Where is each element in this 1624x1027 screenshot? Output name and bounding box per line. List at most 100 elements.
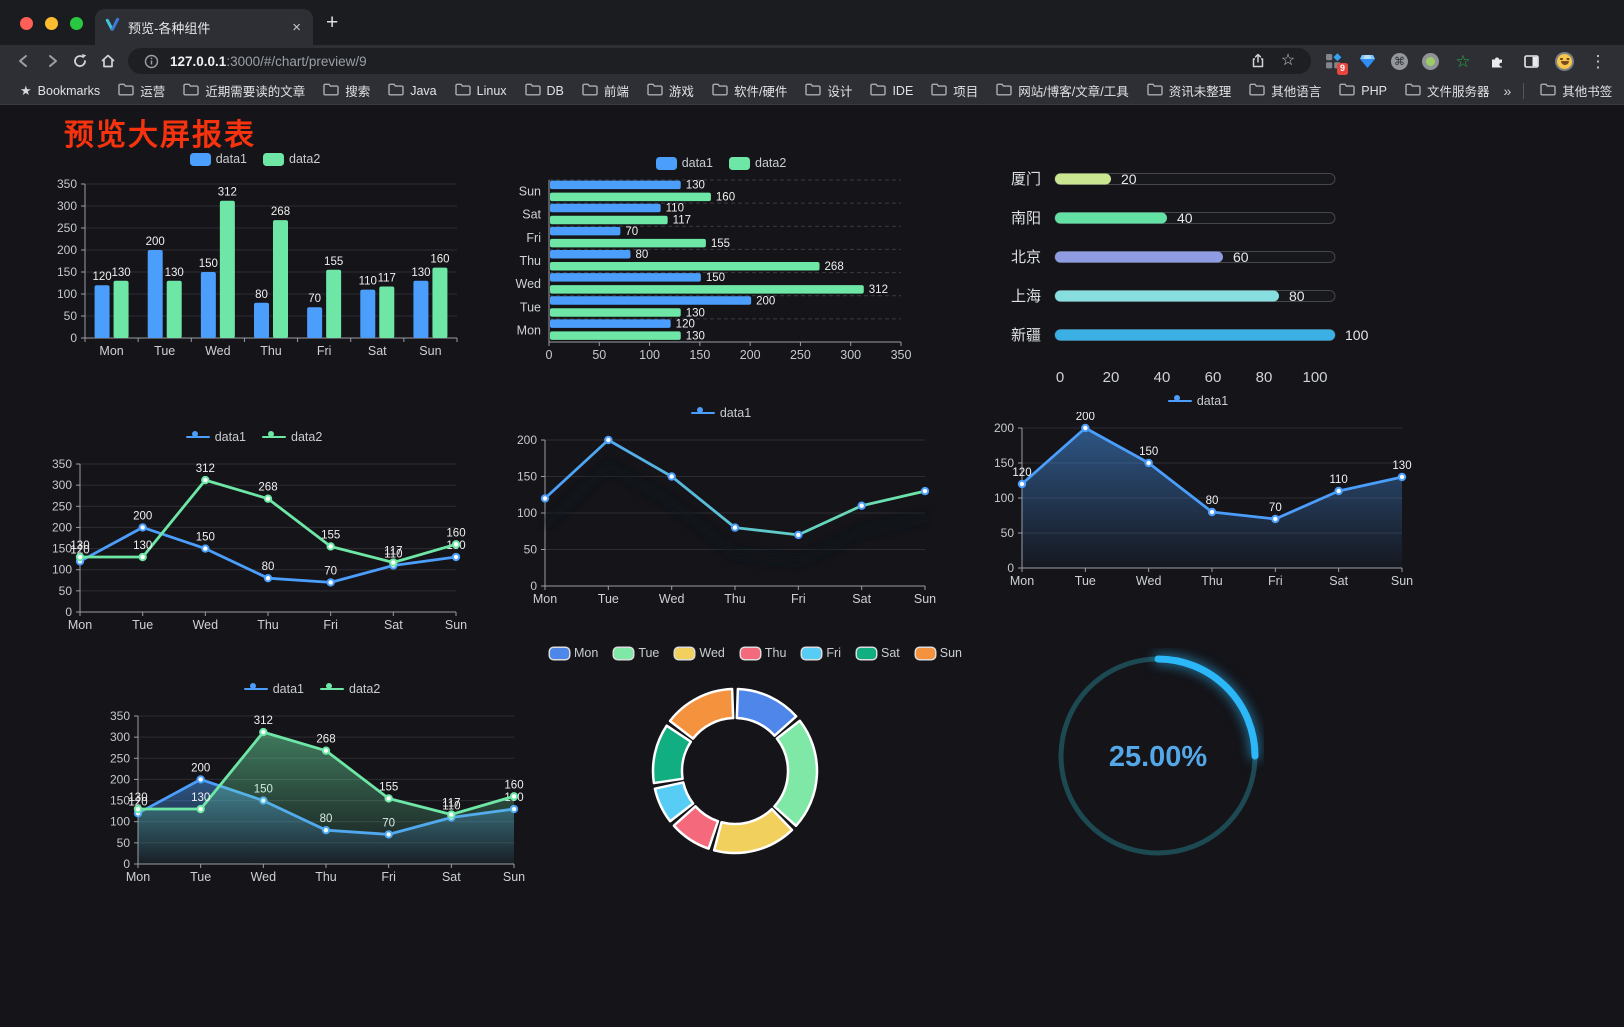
bookmark-item[interactable]: 游戏 [639,78,702,103]
chart-grouped-bar-horizontal: data1 data2 0 50 100 150 200 250 300 350 Sun 130 160… [505,152,937,368]
close-window-button[interactable] [20,17,33,30]
svg-text:Fri: Fri [381,870,396,884]
reload-icon[interactable] [66,47,94,75]
menu-icon[interactable]: ⋮ [1589,51,1607,71]
bookmark-star-icon[interactable]: ☆ [1280,52,1296,69]
forward-icon[interactable] [38,47,66,75]
minimize-window-button[interactable] [45,17,58,30]
bookmark-label: Linux [476,83,507,98]
legend-item-Sat[interactable]: Sat [857,646,900,660]
legend-item-Tue[interactable]: Tue [614,646,659,660]
bookmark-item[interactable]: 设计 [797,78,860,103]
svg-text:130: 130 [686,307,705,319]
legend-item-Mon[interactable]: Mon [549,646,598,660]
bookmarks-overflow-chevron[interactable]: » [1503,82,1512,99]
bookmark-label: 其他语言 [1271,85,1322,99]
url-text[interactable]: 127.0.0.1:3000/#/chart/preview/9 [170,54,1239,69]
legend-item-data1[interactable]: data1 [1167,394,1228,408]
legend-label: data2 [289,152,321,166]
svg-text:80: 80 [1289,288,1305,304]
bookmark-item[interactable]: 资讯未整理 [1139,78,1240,103]
legend-item-Wed[interactable]: Wed [675,646,725,660]
legend-item-data1[interactable]: data1 [655,156,713,170]
svg-text:Sun: Sun [503,870,525,884]
legend-item-data2[interactable]: data2 [262,430,322,444]
chart-canvas-area-single[interactable]: 0 50 100 150 200 Mon Tue Wed Thu Fri Sat Sun 120 200 1… [982,412,1414,594]
svg-text:117: 117 [673,215,691,227]
share-icon[interactable] [1247,50,1269,72]
bookmark-item[interactable]: Java [380,80,444,102]
legend-label: data1 [215,152,247,166]
browser-tab[interactable]: 预览-各种组件 × [95,9,313,45]
back-icon[interactable] [10,47,38,75]
chart-canvas-line-gradient[interactable]: 0 50 100 150 200 Mon Tue Wed Thu Fri Sat Sun [505,424,937,612]
svg-text:155: 155 [324,256,343,268]
green-star-extension-icon[interactable]: ☆ [1455,51,1471,71]
svg-text:120: 120 [128,796,147,808]
svg-text:312: 312 [196,463,215,475]
svg-text:200: 200 [57,243,77,257]
chart-canvas-grouped-bar-vertical[interactable]: 0 50 100 150 200 250 300 350 Mon Tue Wed Thu Fri Sat S… [45,170,465,364]
svg-text:312: 312 [218,187,237,199]
site-info-icon[interactable] [140,50,162,72]
chart-canvas-percent-gauge[interactable]: 25.00% [1052,648,1264,870]
bookmark-item[interactable]: 前端 [574,78,637,103]
legend-item-data2[interactable]: data2 [729,156,786,170]
legend-item-Fri[interactable]: Fri [802,646,841,660]
gem-extension-icon[interactable] [1357,51,1377,71]
page-content: 预览大屏报表 data1 data2 0 50 100 150 200 250 300 350 Mo… [0,106,1624,1027]
bookmark-item[interactable]: 项目 [923,78,986,103]
svg-text:300: 300 [57,199,77,213]
svg-text:110: 110 [384,548,402,560]
chart-legend: data1 data2 [655,152,786,174]
profile-avatar[interactable] [1555,51,1574,71]
svg-text:155: 155 [711,238,730,250]
chart-canvas-area-two-series[interactable]: 0 50 100 150 200 250 300 350 Mon Tue Wed Thu Fri Sat S… [98,700,526,890]
tab-close-icon[interactable]: × [292,18,301,36]
legend-item-data1[interactable]: data1 [243,682,304,696]
chart-grouped-bar-vertical: data1 data2 0 50 100 150 200 250 300 350 Mon Tue Wed… [45,148,465,366]
legend-item-data1[interactable]: data1 [189,152,247,166]
recorder-extension-icon[interactable] [1422,52,1439,70]
bookmark-label: 软件/硬件 [733,85,788,99]
command-extension-icon[interactable]: ⌘ [1391,52,1408,70]
bookmarks-manager-item[interactable]: ★ Bookmarks [12,80,108,102]
legend-item-data2[interactable]: data2 [320,682,380,696]
chart-canvas-city-progress[interactable]: 厦门 20 南阳 40 北京 60 上海 80 新疆 100 0 20 40 60 80 100 [985,154,1415,396]
extensions-puzzle-icon[interactable] [1487,51,1507,71]
bookmark-item[interactable]: 软件/硬件 [704,78,795,103]
bookmark-item[interactable]: DB [517,80,572,102]
bookmark-item[interactable]: 网站/博客/文章/工具 [988,78,1136,103]
svg-text:Sat: Sat [442,870,461,884]
bookmark-item[interactable]: 运营 [110,78,173,103]
address-bar[interactable]: 127.0.0.1:3000/#/chart/preview/9 ☆ [128,48,1311,74]
folder-icon [118,83,134,99]
bookmark-item[interactable]: IDE [862,80,921,102]
legend-item-data2[interactable]: data2 [263,152,320,166]
legend-item-data1[interactable]: data1 [690,406,751,420]
bookmark-item[interactable]: PHP [1331,80,1395,102]
svg-text:250: 250 [57,221,77,235]
legend-item-data1[interactable]: data1 [185,430,246,444]
legend-item-Thu[interactable]: Thu [740,646,786,660]
extension-grid-icon[interactable]: 9 [1323,51,1348,75]
bookmark-item[interactable]: 近期需要读的文章 [175,78,313,103]
home-icon[interactable] [94,47,122,75]
zoom-window-button[interactable] [70,17,83,30]
svg-text:100: 100 [52,563,72,577]
legend-item-Sun[interactable]: Sun [915,646,962,660]
chart-legend: data1 data2 [243,678,380,700]
bookmark-item[interactable]: 文件服务器 [1397,78,1498,103]
new-tab-button[interactable]: + [326,11,339,34]
chart-canvas-weekday-donut[interactable] [545,664,967,890]
other-bookmarks-item[interactable]: 其他书签 [1532,78,1620,103]
side-panel-icon[interactable] [1521,51,1541,71]
chart-canvas-line-two-series[interactable]: 0 50 100 150 200 250 300 350 Mon Tue Wed Thu Fri Sat S… [40,448,468,638]
bookmark-item[interactable]: Linux [447,80,515,102]
svg-text:100: 100 [1345,327,1369,343]
bookmark-item[interactable]: 搜索 [315,78,378,103]
svg-text:268: 268 [316,734,335,746]
bookmark-item[interactable]: 其他语言 [1241,78,1329,103]
svg-text:Mon: Mon [99,344,123,358]
